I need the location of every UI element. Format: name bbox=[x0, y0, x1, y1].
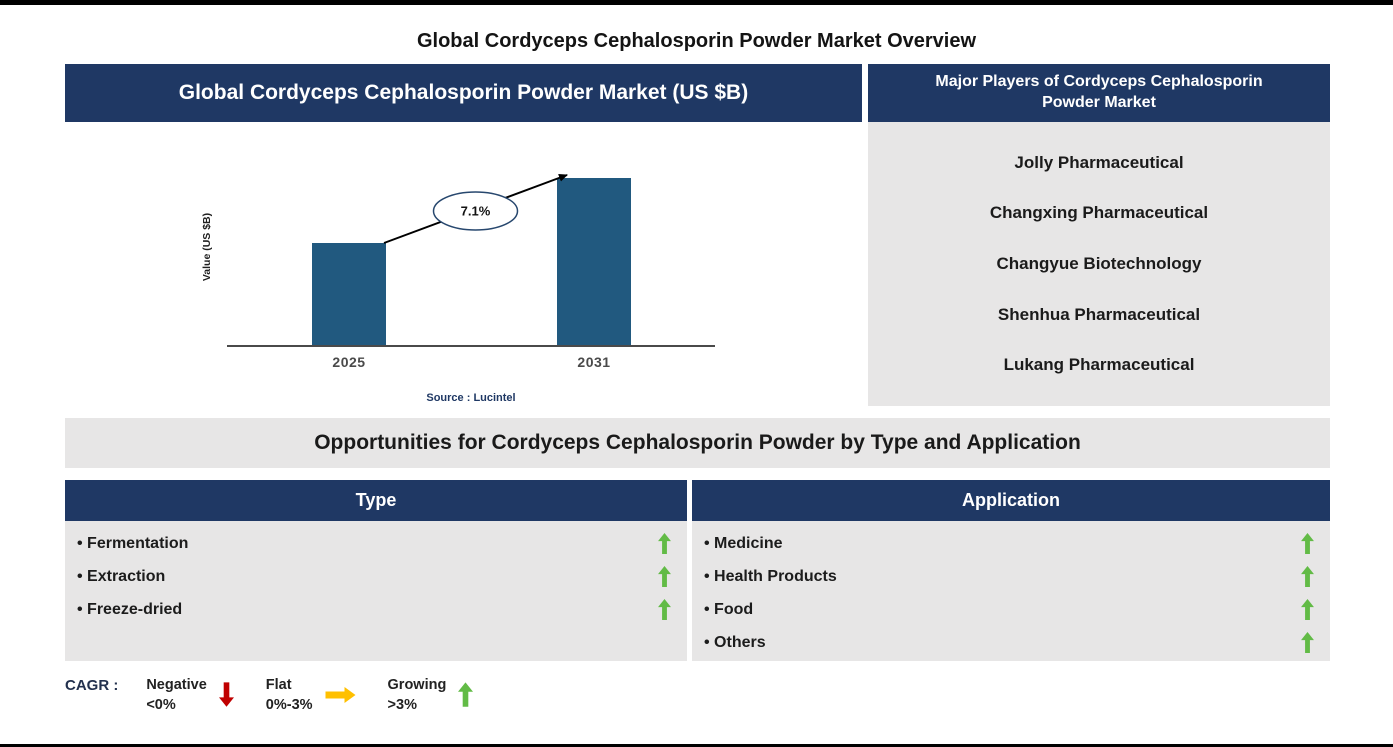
chart-plot: 7.1% bbox=[227, 150, 715, 347]
growth-trend-overlay: 7.1% bbox=[383, 174, 568, 244]
opportunities-title: Opportunities for Cordyceps Cephalospori… bbox=[314, 431, 1081, 454]
application-item-label: Health Products bbox=[704, 568, 1301, 586]
x-tick-2031: 2031 bbox=[577, 354, 611, 370]
list-item: Extraction bbox=[65, 560, 687, 593]
list-item: Health Products bbox=[692, 560, 1330, 593]
application-item-label: Food bbox=[704, 601, 1301, 619]
list-item: Fermentation bbox=[65, 527, 687, 560]
x-tick-2025: 2025 bbox=[332, 354, 366, 370]
application-list: Medicine Health Products Food Others bbox=[692, 521, 1330, 661]
legend-range: <0% bbox=[146, 696, 176, 713]
bar-2031 bbox=[557, 178, 631, 345]
source-label: Source : Lucintel bbox=[426, 392, 516, 404]
player-name: Lukang Pharmaceutical bbox=[1003, 355, 1195, 375]
growing-arrow-icon bbox=[658, 599, 671, 620]
growing-arrow-icon bbox=[1301, 599, 1314, 620]
player-name: Shenhua Pharmaceutical bbox=[997, 304, 1201, 324]
top-border bbox=[0, 0, 1393, 5]
y-axis-label: Value (US $B) bbox=[201, 212, 213, 282]
list-item: Medicine bbox=[692, 527, 1330, 560]
application-column-header: Application bbox=[692, 480, 1330, 521]
bottom-border bbox=[0, 744, 1393, 747]
list-item: Others bbox=[692, 626, 1330, 659]
type-item-label: Freeze-dried bbox=[77, 601, 658, 619]
page-title: Global Cordyceps Cephalosporin Powder Ma… bbox=[416, 30, 977, 52]
type-item-label: Extraction bbox=[77, 568, 658, 586]
legend-range: >3% bbox=[387, 696, 417, 713]
list-item: Freeze-dried bbox=[65, 593, 687, 626]
flat-arrow-icon bbox=[325, 687, 356, 703]
type-list: Fermentation Extraction Freeze-dried bbox=[65, 521, 687, 661]
type-column-title: Type bbox=[355, 490, 397, 510]
application-item-label: Others bbox=[704, 634, 1301, 652]
cagr-bubble bbox=[432, 191, 519, 231]
bar-2025 bbox=[312, 243, 386, 345]
legend-text: Flat 0%-3% bbox=[266, 676, 313, 715]
chart-panel-title: Global Cordyceps Cephalosporin Powder Ma… bbox=[178, 81, 749, 104]
players-panel-title: Major Players of Cordyceps Cephalosporin… bbox=[935, 73, 1263, 111]
player-name: Jolly Pharmaceutical bbox=[1014, 152, 1184, 172]
player-name: Changxing Pharmaceutical bbox=[989, 203, 1209, 223]
growing-arrow-icon bbox=[658, 533, 671, 554]
legend-name: Growing bbox=[387, 677, 447, 693]
type-item-label: Fermentation bbox=[77, 535, 658, 553]
legend-item-growing: Growing >3% bbox=[388, 676, 474, 715]
type-column-header: Type bbox=[65, 480, 687, 521]
legend-item-flat: Flat 0%-3% bbox=[266, 676, 356, 715]
legend-name: Negative bbox=[146, 677, 207, 693]
list-item: Food bbox=[692, 593, 1330, 626]
growing-arrow-icon bbox=[1301, 566, 1314, 587]
legend-item-negative: Negative <0% bbox=[146, 676, 234, 715]
growing-arrow-icon bbox=[458, 682, 474, 707]
growing-arrow-icon bbox=[1301, 632, 1314, 653]
player-name: Changyue Biotechnology bbox=[996, 253, 1202, 273]
legend-text: Growing >3% bbox=[388, 676, 447, 715]
players-list: Jolly Pharmaceutical Changxing Pharmaceu… bbox=[868, 122, 1330, 406]
growth-arrow-line bbox=[383, 174, 568, 244]
cagr-legend: CAGR : Negative <0% Flat 0%-3% Growing >… bbox=[65, 676, 505, 715]
legend-range: 0%-3% bbox=[265, 696, 313, 713]
negative-arrow-icon bbox=[218, 682, 234, 707]
opportunities-header: Opportunities for Cordyceps Cephalospori… bbox=[65, 418, 1330, 468]
legend-name: Flat bbox=[265, 677, 292, 693]
legend-title: CAGR : bbox=[65, 677, 119, 694]
growing-arrow-icon bbox=[658, 566, 671, 587]
growing-arrow-icon bbox=[1301, 533, 1314, 554]
chart-panel-header: Global Cordyceps Cephalosporin Powder Ma… bbox=[65, 64, 862, 122]
application-item-label: Medicine bbox=[704, 535, 1301, 553]
cagr-label: 7.1% bbox=[461, 204, 491, 219]
application-column-title: Application bbox=[962, 490, 1060, 510]
legend-text: Negative <0% bbox=[146, 676, 206, 715]
players-panel-header: Major Players of Cordyceps Cephalosporin… bbox=[868, 64, 1330, 122]
